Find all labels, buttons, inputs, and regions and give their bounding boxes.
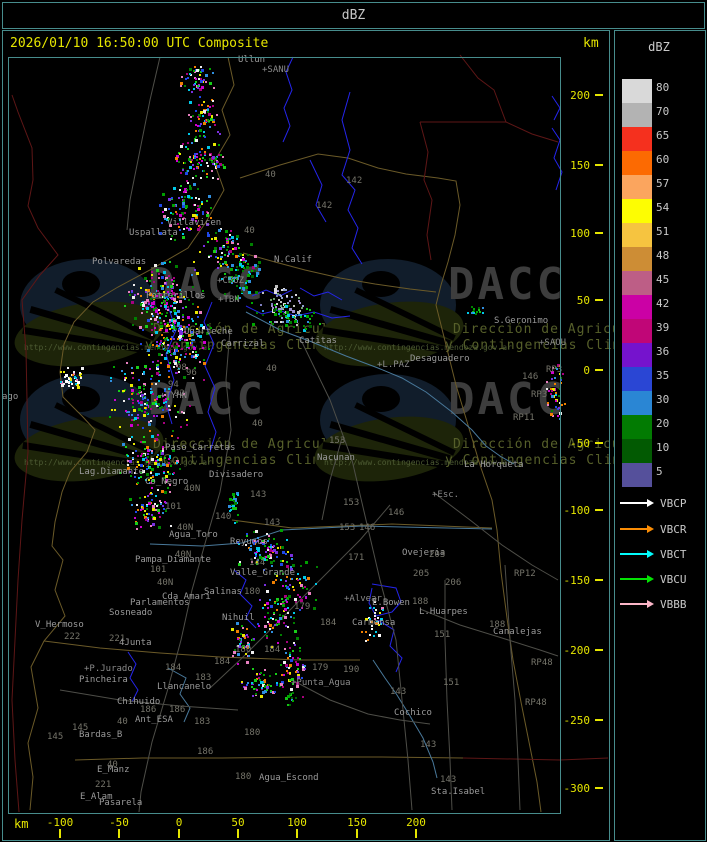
radar-map-viewport[interactable] [8, 57, 561, 814]
page-title: dBZ [341, 8, 366, 23]
legend-title: dBZ [648, 40, 670, 54]
title-bar: dBZ [2, 2, 705, 29]
legend-panel [614, 30, 706, 841]
map-outer-frame [2, 30, 610, 841]
composite-timestamp: 2026/01/10 16:50:00 UTC Composite [10, 36, 269, 51]
map-unit-label: km [583, 36, 599, 51]
